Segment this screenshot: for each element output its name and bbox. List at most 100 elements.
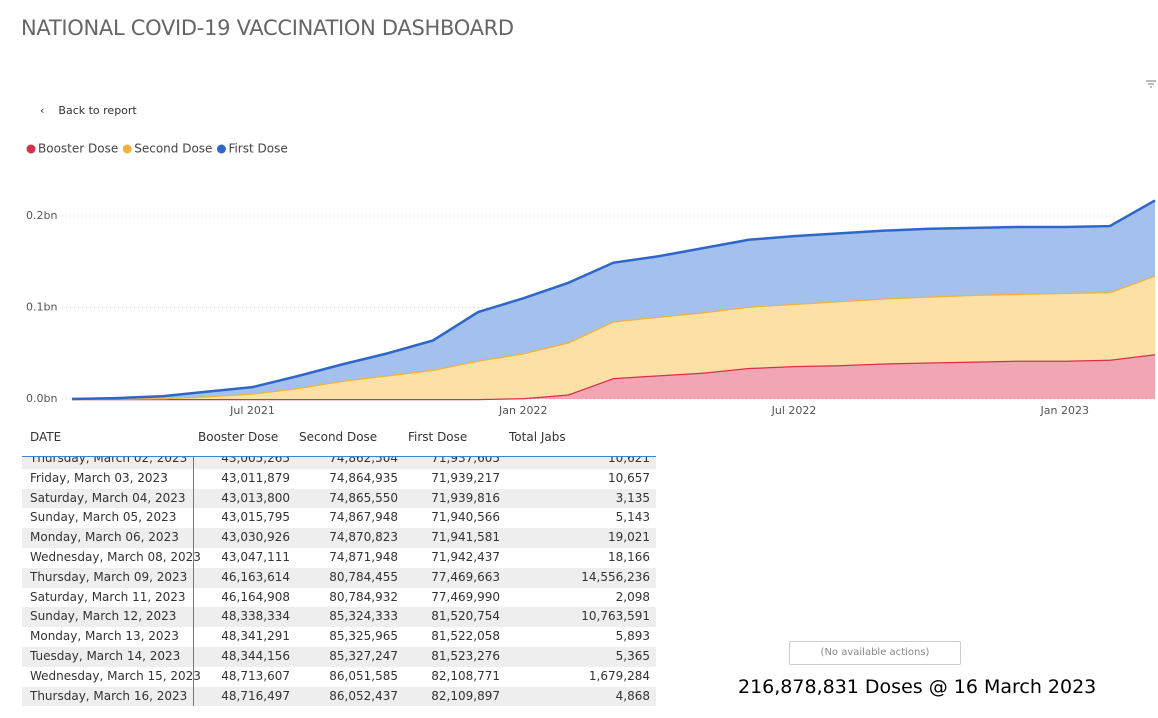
column-header[interactable]: First Dose <box>408 430 468 444</box>
table-row: Saturday, March 04, 2023 43,013,800 74,865… <box>22 488 656 509</box>
table-cell: Tuesday, March 14, 2023 <box>30 649 181 663</box>
table-row: Friday, March 03, 2023 43,011,879 74,864,9… <box>22 469 656 489</box>
back-text[interactable]: Back to report <box>58 104 137 117</box>
summary: 216,878,831 Doses @ 16 March 2023 <box>738 676 1097 698</box>
table-cell: 81,523,276 <box>431 649 500 663</box>
legend-label: First Dose <box>228 142 287 156</box>
back-link[interactable]: ‹ Back to report <box>40 104 137 117</box>
table-cell: 71,942,437 <box>431 550 500 564</box>
table-cell: 71,941,581 <box>431 530 500 545</box>
table-cell: 86,052,437 <box>329 688 398 703</box>
table-cell: 43,005,265 <box>221 456 290 465</box>
legend-dot <box>26 144 36 154</box>
table-cell: 10,621 <box>608 456 650 465</box>
table-row: Thursday, March 09, 2023 46,163,614 80,784… <box>22 567 656 588</box>
table-row: Monday, March 06, 2023 43,030,926 74,870,8… <box>22 528 656 548</box>
table-cell: 74,865,550 <box>329 490 398 505</box>
table-cell: 48,716,497 <box>221 688 290 703</box>
table-cell: 43,015,795 <box>221 510 290 525</box>
y-tick-label: 0.0bn <box>26 392 57 405</box>
table-row: Thursday, March 02, 2023 43,005,265 74,862… <box>22 456 656 469</box>
table-cell: 5,143 <box>615 510 650 525</box>
table-cell: Thursday, March 16, 2023 <box>30 688 188 703</box>
table-cell: 81,520,754 <box>431 609 500 624</box>
x-tick-label: Jan 2022 <box>498 404 547 417</box>
table-row: Thursday, March 16, 2023 48,716,497 86,052… <box>22 686 656 707</box>
table-cell: 4,868 <box>615 688 650 703</box>
table-cell: 19,021 <box>608 530 650 545</box>
area <box>72 275 1155 399</box>
table-cell: 3,135 <box>615 490 650 505</box>
table-cell: 85,324,333 <box>329 609 398 624</box>
table-cell: Saturday, March 11, 2023 <box>30 589 186 604</box>
table-row: Saturday, March 11, 2023 46,164,908 80,784… <box>22 588 656 608</box>
table-cell: 18,166 <box>608 550 650 564</box>
table-cell: 81,522,058 <box>431 629 500 644</box>
table-cell: 85,327,247 <box>329 649 398 663</box>
table-row: Wednesday, March 08, 2023 43,047,111 74,87… <box>22 548 656 568</box>
table-cell: 82,108,771 <box>431 668 500 683</box>
table-cell: Saturday, March 04, 2023 <box>30 490 186 505</box>
column-header[interactable]: Booster Dose <box>198 430 279 444</box>
table-cell: 80,784,455 <box>329 569 398 584</box>
table-cell: Monday, March 06, 2023 <box>30 530 179 545</box>
table-cell: 43,047,111 <box>221 550 290 564</box>
table-row: Sunday, March 05, 2023 43,015,795 74,867,9… <box>22 508 656 528</box>
table-cell: 48,713,607 <box>221 668 290 683</box>
table-row: Monday, March 13, 2023 48,341,291 85,325,9… <box>22 627 656 647</box>
table-cell: 43,011,879 <box>221 470 290 485</box>
area <box>72 354 1155 399</box>
table-body: Thursday, March 02, 2023 43,005,265 74,862… <box>22 456 656 707</box>
table-cell: 2,098 <box>615 589 650 604</box>
table-cell: 74,870,823 <box>329 530 398 545</box>
x-tick-label: Jan 2023 <box>1040 404 1089 417</box>
table-cell: Friday, March 03, 2023 <box>30 470 168 485</box>
y-tick-label: 0.1bn <box>26 301 57 314</box>
dashboard-title: NATIONAL COVID-19 VACCINATION DASHBOARD <box>21 16 514 40</box>
table-cell: 43,013,800 <box>221 490 290 505</box>
table-cell: 71,939,816 <box>431 490 500 505</box>
table-cell: Monday, March 13, 2023 <box>30 629 179 644</box>
actions-box: (No available actions) <box>789 641 961 665</box>
table-cell: 82,109,897 <box>431 688 500 703</box>
table-cell: 71,940,566 <box>431 510 500 525</box>
table-cell: 71,939,217 <box>431 470 500 485</box>
table-cell: 5,893 <box>615 629 650 644</box>
table-cell: 48,344,156 <box>221 649 290 663</box>
table-cell: Sunday, March 05, 2023 <box>30 510 177 525</box>
table-cell: 14,556,236 <box>581 569 650 584</box>
table-row: Sunday, March 12, 2023 48,338,334 85,324,3… <box>22 607 656 628</box>
table-header: DATE Booster Dose Second Dose First Dose Tot… <box>22 430 656 448</box>
legend-label: Booster Dose <box>38 142 118 156</box>
table-cell: 10,763,591 <box>581 609 650 624</box>
table-row: Tuesday, March 14, 2023 48,344,156 85,327,… <box>22 647 656 667</box>
column-header[interactable]: Second Dose <box>299 430 378 444</box>
column-divider <box>193 456 194 706</box>
column-header[interactable]: Total Jabs <box>509 430 566 444</box>
table-cell: 48,338,334 <box>221 609 290 624</box>
table-cell: 80,784,932 <box>329 589 398 604</box>
table-cell: 74,864,935 <box>329 470 398 485</box>
table-cell: Wednesday, March 15, 2023 <box>30 668 201 683</box>
table-cell: 43,030,926 <box>221 530 290 545</box>
legend-dot <box>216 144 226 154</box>
table-cell: 85,325,965 <box>329 629 398 644</box>
table-row: Wednesday, March 15, 2023 48,713,607 86,05… <box>22 667 656 687</box>
y-tick-label: 0.2bn <box>26 209 57 222</box>
table-cell: 74,867,948 <box>329 510 398 525</box>
table-cell: 46,164,908 <box>221 589 290 604</box>
table-cell: 77,469,663 <box>431 569 500 584</box>
table-cell: 77,469,990 <box>431 589 500 604</box>
area <box>72 200 1155 399</box>
table-cell: 1,679,284 <box>588 668 650 683</box>
column-header[interactable]: DATE <box>30 430 62 444</box>
filter-icon[interactable] <box>1145 78 1157 90</box>
chart: 0.0bn 0.1bn 0.2bn Jul 2021 Jan 2022 Jul 2022 J… <box>26 142 1156 417</box>
legend-label: Second Dose <box>134 142 212 156</box>
table-cell: 74,871,948 <box>329 550 398 564</box>
table-cell: Wednesday, March 08, 2023 <box>30 550 201 564</box>
table-cell: 10,657 <box>608 470 650 485</box>
table-cell: Thursday, March 09, 2023 <box>30 569 188 584</box>
x-tick-label: Jul 2022 <box>771 404 817 417</box>
